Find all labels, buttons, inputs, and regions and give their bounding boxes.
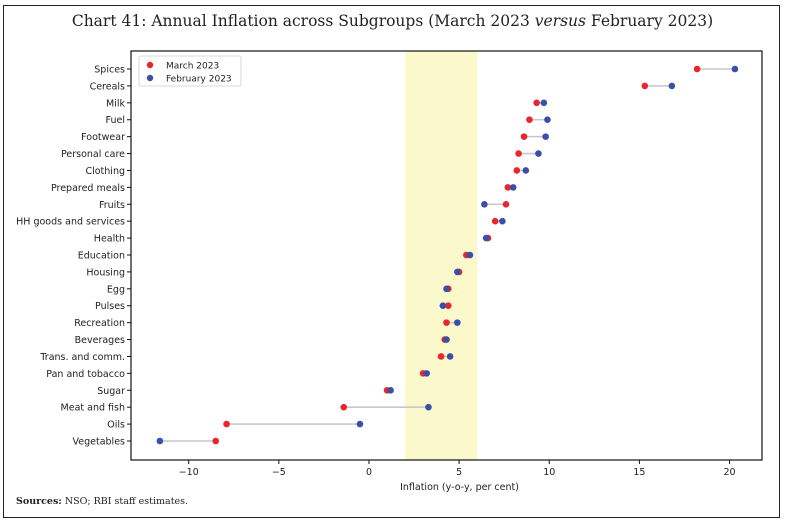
point-february-2023: [535, 150, 542, 157]
point-february-2023: [542, 133, 549, 140]
point-march-2023: [437, 353, 445, 360]
y-tick-label: Sugar: [97, 386, 125, 397]
point-february-2023: [482, 234, 490, 242]
y-tick-label: Spices: [94, 65, 125, 76]
y-tick-label: Beverages: [75, 335, 125, 346]
y-tick-label: Oils: [107, 420, 125, 431]
y-tick-label: Clothing: [85, 166, 125, 177]
y-tick-label: HH goods and services: [16, 217, 125, 228]
y-tick-label: Personal care: [61, 149, 125, 160]
y-tick-label: Pan and tobacco: [46, 369, 125, 380]
y-tick-label: Trans. and comm.: [39, 352, 125, 363]
legend-label-february: February 2023: [166, 75, 232, 85]
point-march-2023: [641, 82, 649, 90]
y-axis: Spices Cereals Milk Fuel Footwear Personal ca…: [16, 65, 131, 448]
sources-text: NSO; RBI staff estimates.: [61, 496, 189, 507]
point-february-2023: [387, 386, 394, 394]
x-tick-label: −5: [272, 467, 286, 478]
x-tick-label: 15: [633, 467, 645, 478]
y-tick-label: Education: [78, 251, 125, 262]
title-italic: versus: [534, 12, 586, 30]
x-tick-label: 0: [366, 467, 372, 478]
point-march-2023: [445, 302, 452, 310]
legend-marker-march: [146, 61, 154, 69]
point-february-2023: [454, 268, 461, 276]
point-february-2023: [668, 82, 676, 90]
point-march-2023: [520, 133, 528, 140]
point-march-2023: [533, 99, 540, 107]
sources-note: Sources: NSO; RBI staff estimates.: [16, 496, 188, 507]
point-march-2023: [223, 420, 230, 428]
point-february-2023: [446, 353, 454, 360]
point-march-2023: [443, 319, 450, 326]
point-february-2023: [443, 285, 450, 293]
title-text-end: February 2023): [585, 12, 714, 30]
x-tick-label: −10: [179, 467, 199, 478]
point-february-2023: [481, 200, 488, 208]
x-tick-label: 5: [456, 467, 462, 478]
y-tick-label: Footwear: [81, 132, 125, 143]
point-march-2023: [504, 184, 512, 191]
y-tick-label: Milk: [106, 98, 125, 109]
point-february-2023: [439, 302, 447, 310]
x-axis-label: Inflation (y-o-y, per cent): [400, 482, 519, 493]
y-tick-label: Fuel: [106, 115, 125, 126]
point-february-2023: [509, 184, 517, 191]
point-february-2023: [522, 167, 530, 174]
point-february-2023: [731, 65, 739, 73]
point-february-2023: [499, 217, 506, 225]
legend-marker-february: [146, 74, 154, 82]
y-tick-label: Recreation: [74, 318, 125, 329]
point-march-2023: [515, 150, 522, 157]
point-march-2023: [526, 116, 533, 124]
y-tick-label: Fruits: [99, 200, 125, 211]
y-tick-label: Prepared meals: [51, 183, 125, 194]
y-tick-label: Health: [94, 234, 125, 245]
points: [156, 65, 739, 445]
point-february-2023: [156, 437, 164, 445]
point-february-2023: [544, 116, 551, 124]
sources-label: Sources:: [16, 496, 62, 507]
point-february-2023: [423, 370, 430, 377]
y-tick-label: Housing: [86, 267, 125, 278]
legend-box: [138, 55, 242, 87]
y-tick-label: Meat and fish: [61, 403, 125, 414]
x-tick-label: 20: [724, 467, 736, 478]
point-march-2023: [502, 200, 510, 208]
y-tick-label: Pulses: [95, 301, 125, 312]
y-tick-label: Egg: [107, 284, 125, 295]
point-march-2023: [491, 217, 499, 225]
chart-title: Chart 41: Annual Inflation across Subgro…: [0, 12, 785, 30]
x-axis: −10 −5 0 5 10 15 20: [179, 460, 736, 478]
y-tick-label: Cereals: [90, 81, 125, 92]
point-february-2023: [466, 251, 474, 259]
chart-frame: [3, 5, 780, 518]
point-february-2023: [443, 336, 450, 343]
point-february-2023: [454, 319, 461, 326]
point-february-2023: [356, 420, 364, 428]
legend-label-march: March 2023: [166, 62, 219, 72]
title-text: Chart 41: Annual Inflation across Subgro…: [71, 12, 535, 30]
point-march-2023: [212, 437, 220, 445]
legend: March 2023 February 2023: [138, 55, 242, 87]
x-tick-label: 10: [543, 467, 555, 478]
point-february-2023: [425, 403, 432, 411]
y-tick-label: Vegetables: [73, 437, 126, 448]
point-march-2023: [693, 65, 701, 73]
point-march-2023: [340, 403, 348, 411]
point-february-2023: [540, 99, 548, 107]
point-march-2023: [513, 167, 521, 174]
